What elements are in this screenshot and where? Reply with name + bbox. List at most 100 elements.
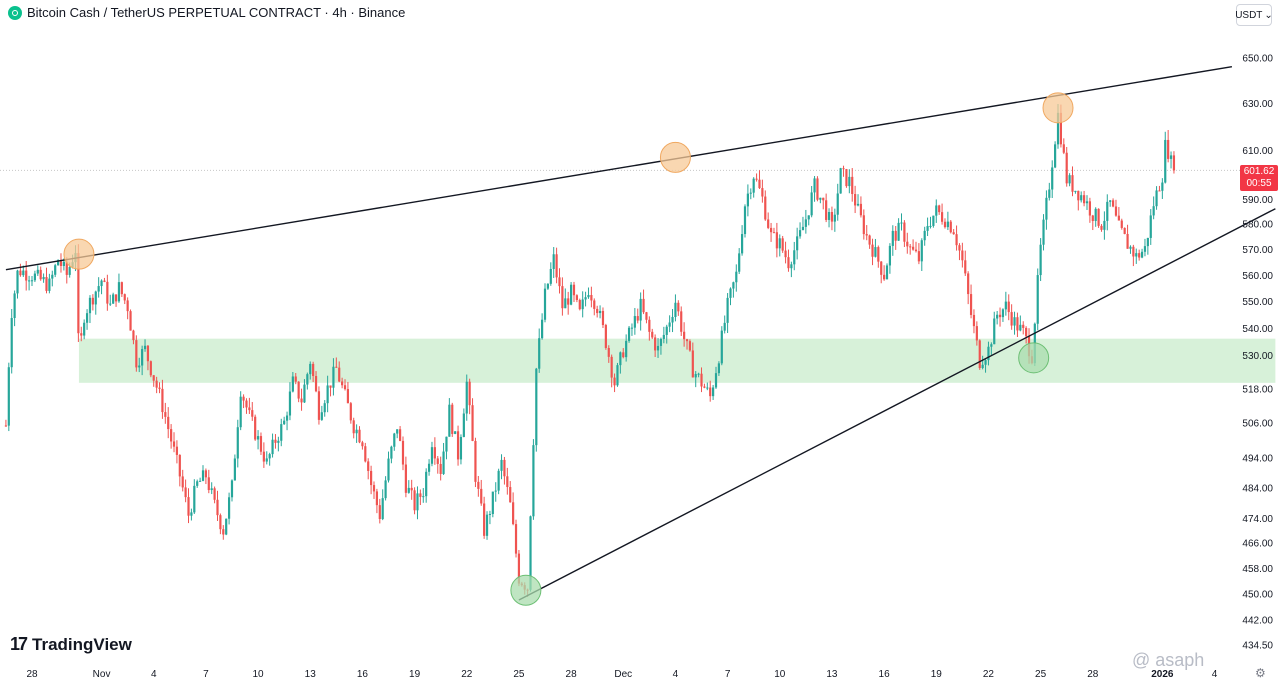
candle-body bbox=[535, 368, 538, 446]
candle-body bbox=[465, 381, 468, 414]
candle-body bbox=[349, 403, 352, 421]
candle-body bbox=[456, 431, 460, 460]
candle-body bbox=[938, 205, 941, 213]
candle-body bbox=[903, 222, 906, 242]
candle-body bbox=[468, 381, 471, 406]
candle-body bbox=[917, 251, 920, 262]
x-tick-label: Dec bbox=[614, 669, 632, 680]
candle-body bbox=[543, 288, 547, 320]
bitcoin-cash-icon bbox=[8, 5, 22, 20]
candle-body bbox=[726, 297, 729, 323]
candle-body bbox=[387, 458, 390, 481]
candle-body bbox=[19, 270, 22, 276]
candle-body bbox=[42, 277, 45, 280]
candle-body bbox=[601, 310, 605, 326]
candle-body bbox=[862, 215, 865, 235]
candle-body bbox=[885, 265, 889, 280]
candle-body bbox=[161, 388, 164, 413]
candle-body bbox=[36, 269, 39, 274]
candle-body bbox=[552, 254, 555, 269]
candle-body bbox=[1019, 324, 1022, 331]
candle-body bbox=[584, 297, 587, 300]
candle-body bbox=[1056, 112, 1060, 145]
candle-body bbox=[7, 367, 10, 426]
candle-body bbox=[627, 327, 631, 341]
symbol-header[interactable]: Bitcoin Cash / TetherUS PERPETUAL CONTRA… bbox=[8, 5, 405, 20]
candle-body bbox=[909, 246, 912, 248]
candle-body bbox=[1039, 244, 1042, 276]
candle-body bbox=[132, 330, 135, 341]
candle-body bbox=[300, 398, 303, 403]
candle-body bbox=[45, 277, 48, 291]
candle-body bbox=[146, 345, 150, 362]
y-tick-label: 450.00 bbox=[1242, 590, 1273, 601]
currency-select[interactable]: USDT ⌄ bbox=[1235, 4, 1273, 26]
candle-body bbox=[332, 366, 335, 388]
candle-body bbox=[48, 278, 51, 291]
x-tick-label: Nov bbox=[93, 669, 111, 680]
candle-body bbox=[564, 298, 567, 309]
candle-body bbox=[848, 176, 851, 187]
candle-body bbox=[1068, 175, 1071, 184]
candle-body bbox=[413, 490, 416, 511]
candle-body bbox=[204, 470, 207, 478]
candle-body bbox=[929, 225, 932, 227]
x-tick-label: 7 bbox=[203, 669, 209, 680]
candle-body bbox=[558, 277, 561, 287]
candle-body bbox=[1082, 195, 1086, 204]
candle-body bbox=[422, 496, 425, 498]
candle-body bbox=[587, 294, 590, 298]
gear-icon[interactable]: ⚙ bbox=[1255, 666, 1266, 680]
candle-body bbox=[926, 226, 929, 231]
candle-body bbox=[743, 206, 747, 235]
x-tick-label: 10 bbox=[774, 669, 786, 680]
candle-body bbox=[546, 283, 550, 289]
candle-body bbox=[190, 512, 193, 516]
candle-body bbox=[798, 230, 802, 237]
candle-body bbox=[688, 341, 692, 351]
candle-body bbox=[677, 302, 680, 312]
candle-body bbox=[1094, 208, 1097, 221]
candle-body bbox=[178, 454, 181, 477]
candle-body bbox=[1025, 327, 1028, 337]
candle-body bbox=[865, 234, 868, 236]
candle-body bbox=[1080, 195, 1083, 201]
y-tick-label: 458.00 bbox=[1242, 564, 1273, 575]
candle-body bbox=[572, 284, 576, 296]
candle-body bbox=[129, 311, 132, 331]
candle-body bbox=[297, 381, 300, 399]
candle-body bbox=[1155, 190, 1158, 207]
tradingview-logo[interactable]: 17 TradingView bbox=[10, 634, 132, 655]
x-tick-label: 22 bbox=[983, 669, 995, 680]
resistance-trend-line bbox=[5, 65, 1233, 271]
candle-body bbox=[581, 299, 584, 310]
candle-body bbox=[280, 424, 283, 441]
candle-body bbox=[1132, 246, 1135, 257]
candle-body bbox=[949, 221, 952, 233]
candle-body bbox=[497, 470, 500, 491]
candle-body bbox=[213, 488, 216, 500]
candle-body bbox=[51, 274, 54, 279]
candle-body bbox=[1010, 312, 1013, 326]
candle-body bbox=[248, 407, 251, 411]
y-tick-label: 560.00 bbox=[1242, 271, 1273, 282]
candle-body bbox=[442, 451, 445, 474]
candle-body bbox=[796, 236, 799, 251]
candle-body bbox=[242, 396, 245, 401]
candle-body bbox=[314, 376, 318, 392]
candle-body bbox=[491, 491, 494, 515]
y-tick-label: 540.00 bbox=[1242, 324, 1273, 335]
candle-body bbox=[494, 490, 497, 492]
candle-body bbox=[355, 429, 358, 434]
candle-body bbox=[439, 463, 442, 474]
candle-body bbox=[619, 352, 622, 366]
bar-countdown: 00:55 bbox=[1246, 178, 1272, 189]
candle-body bbox=[117, 282, 121, 302]
candle-body bbox=[541, 319, 544, 339]
candle-body bbox=[448, 404, 451, 437]
axes: 650.00 630.00 610.00 590.00 580.00 570.00 560.… bbox=[26, 54, 1273, 680]
candle-body bbox=[1085, 201, 1089, 204]
candle-body bbox=[914, 249, 918, 252]
candle-body bbox=[262, 451, 265, 462]
